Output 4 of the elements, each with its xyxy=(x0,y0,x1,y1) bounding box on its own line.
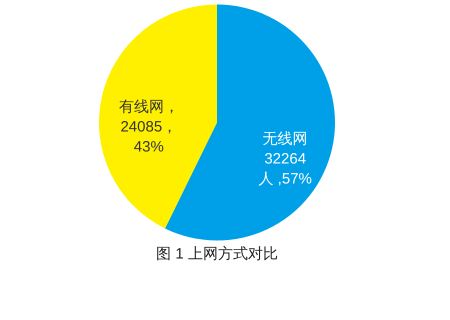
slice-label: 有线网， 24085， 43% xyxy=(118,98,179,156)
data-label: 32264 人 ,57% xyxy=(258,150,312,188)
slice-label: 无线网 xyxy=(262,130,308,148)
text: 图 1 上网方式对比 xyxy=(156,246,278,262)
